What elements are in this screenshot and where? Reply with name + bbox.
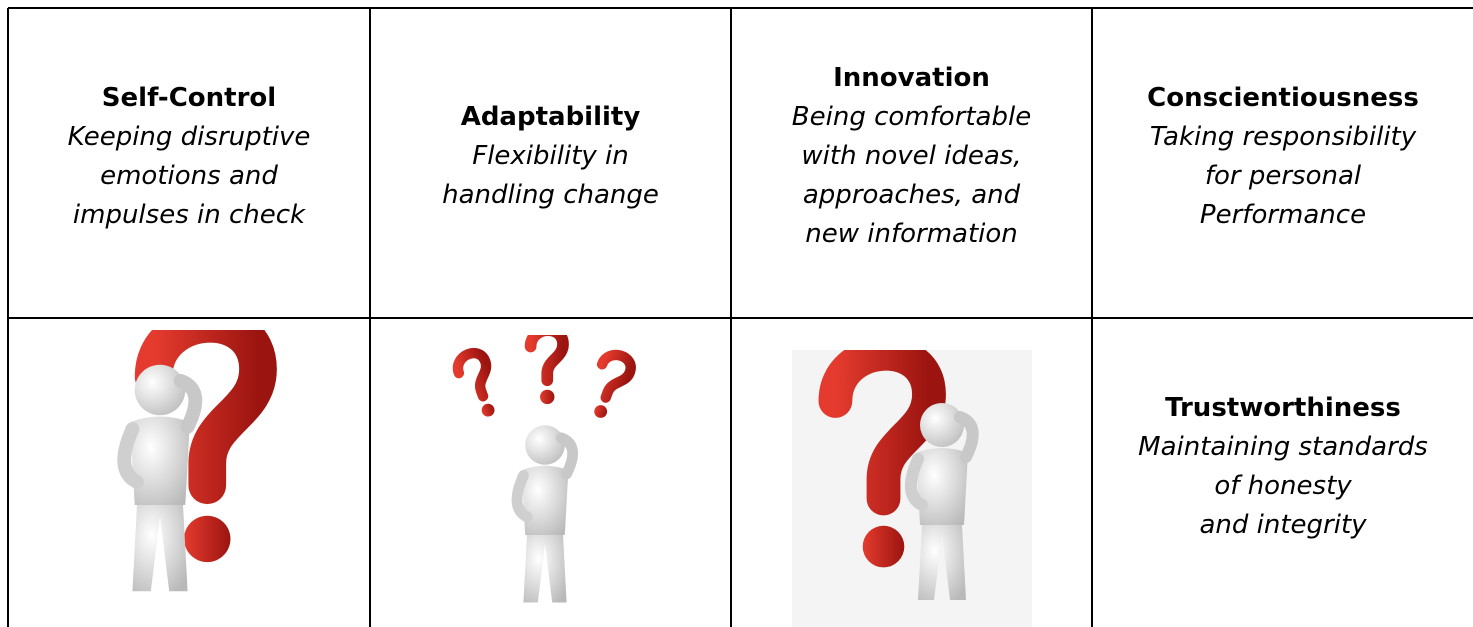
cell-description: new information xyxy=(805,219,1018,249)
cell-description: impulses in check xyxy=(72,199,306,230)
column-divider xyxy=(7,8,9,627)
cell-description: Keeping disruptive xyxy=(67,121,311,152)
cell-title: Trustworthiness xyxy=(1165,392,1401,423)
cell-title: Conscientiousness xyxy=(1147,82,1419,113)
cell-description: Being comfortable xyxy=(791,102,1032,132)
column-divider xyxy=(369,8,371,627)
cell-description: approaches, and xyxy=(802,180,1021,210)
cell-title: Self-Control xyxy=(101,82,277,113)
row-divider xyxy=(8,317,1473,319)
cell-description: for personal xyxy=(1204,160,1362,191)
column-divider xyxy=(730,8,732,627)
table-cell: Trustworthiness Maintaining standards of h… xyxy=(1093,319,1473,627)
column-divider xyxy=(1091,8,1093,627)
cell-description: and integrity xyxy=(1199,509,1367,540)
cell-description: Taking responsibility xyxy=(1149,121,1417,152)
cell-description: emotions and xyxy=(100,160,278,191)
cell-title: Adaptability xyxy=(460,102,641,132)
table-border xyxy=(8,7,1473,9)
table-cell: Self-Control Keeping disruptive emotions a… xyxy=(9,9,369,317)
cell-title: Innovation xyxy=(833,63,990,93)
cell-description: Maintaining standards xyxy=(1138,431,1428,462)
cell-description: Flexibility in xyxy=(472,141,629,171)
illustration xyxy=(90,330,290,627)
table-cell: Innovation Being comfortable with novel id… xyxy=(732,9,1091,317)
cell-description: Performance xyxy=(1199,199,1367,230)
cell-description: handling change xyxy=(442,180,659,210)
cell-description: of honesty xyxy=(1214,470,1352,501)
cell-description: with novel ideas, xyxy=(801,141,1022,171)
illustration xyxy=(792,350,1032,627)
illustration xyxy=(440,335,660,627)
table-cell: Conscientiousness Taking responsibility fo… xyxy=(1093,9,1473,317)
table-cell: Adaptability Flexibility in handling chang… xyxy=(371,9,730,317)
